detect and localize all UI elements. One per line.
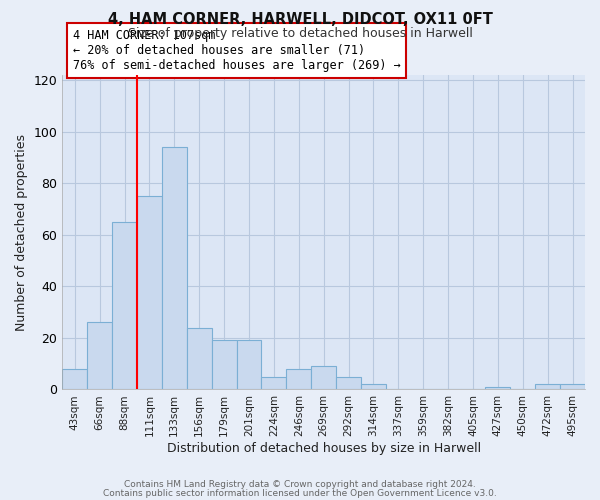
Text: 4, HAM CORNER, HARWELL, DIDCOT, OX11 0FT: 4, HAM CORNER, HARWELL, DIDCOT, OX11 0FT: [107, 12, 493, 28]
Bar: [361, 384, 386, 390]
Bar: [212, 340, 236, 390]
Bar: [62, 369, 87, 390]
Text: 4 HAM CORNER: 107sqm
← 20% of detached houses are smaller (71)
76% of semi-detac: 4 HAM CORNER: 107sqm ← 20% of detached h…: [73, 29, 400, 72]
Bar: [162, 147, 187, 390]
Bar: [112, 222, 137, 390]
Bar: [560, 384, 585, 390]
Bar: [286, 369, 311, 390]
Y-axis label: Number of detached properties: Number of detached properties: [15, 134, 28, 330]
Bar: [262, 376, 286, 390]
Bar: [311, 366, 336, 390]
Bar: [535, 384, 560, 390]
Bar: [336, 376, 361, 390]
X-axis label: Distribution of detached houses by size in Harwell: Distribution of detached houses by size …: [167, 442, 481, 455]
Text: Contains public sector information licensed under the Open Government Licence v3: Contains public sector information licen…: [103, 489, 497, 498]
Text: Size of property relative to detached houses in Harwell: Size of property relative to detached ho…: [128, 28, 472, 40]
Bar: [137, 196, 162, 390]
Bar: [485, 387, 511, 390]
Bar: [87, 322, 112, 390]
Text: Contains HM Land Registry data © Crown copyright and database right 2024.: Contains HM Land Registry data © Crown c…: [124, 480, 476, 489]
Bar: [236, 340, 262, 390]
Bar: [187, 328, 212, 390]
